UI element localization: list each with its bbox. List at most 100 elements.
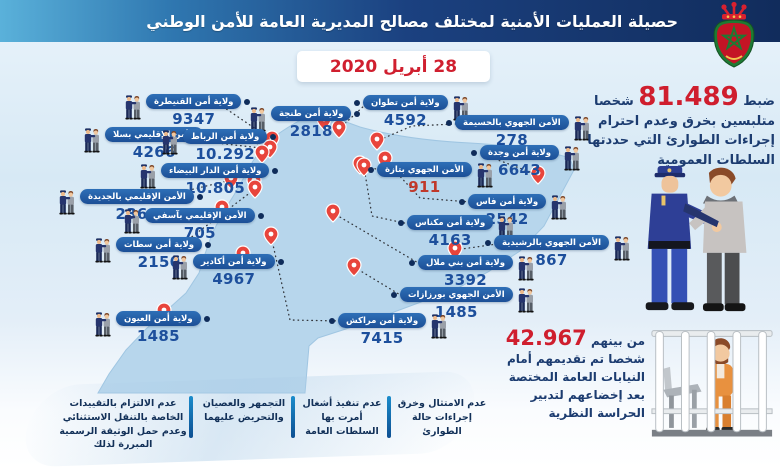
header-bar: حصيلة العمليات الأمنية لمختلف مصالح المد… [0, 0, 780, 42]
region-label: ولاية أمن سطات [116, 237, 203, 252]
police-arrest-icon [518, 288, 534, 313]
region-value: 4967 [212, 270, 256, 288]
region-label: ولاية أمن فاس [468, 194, 547, 209]
detainee-in-cell-illustration [651, 330, 773, 437]
date-box: 28 أبريل 2020 [297, 51, 490, 82]
region-label: الأمن الإقليمي بالجديدة [80, 189, 194, 204]
map-pin-icon [346, 257, 362, 277]
region-value: 867 [535, 251, 568, 269]
headline-text: شخصا متلبسين بخرق وعدم احترام إجراءات ال… [587, 94, 775, 168]
region-label: ولاية أمن الرباط [183, 129, 268, 144]
stat-sale: الأمن الإقليمي بسلا 4266 [82, 127, 204, 161]
stat-benimellal: ولاية أمن بني ملال 3392 [418, 255, 536, 289]
stat-kenitra: ولاية أمن القنيطرة 9347 [123, 94, 242, 128]
police-arrest-icon [172, 255, 188, 280]
region-label: الأمن الجهوي بتازة [377, 162, 472, 177]
footer-divider [387, 396, 391, 438]
map-pins [156, 111, 546, 322]
stat-meknes: ولاية أمن مكناس 4163 [407, 215, 516, 249]
stat-rabat: ولاية أمن الرباط 10.292 [160, 129, 268, 163]
dgsn-emblem-icon [713, 1, 755, 68]
stat-tetouan: ولاية أمن تطوان 4592 [363, 95, 471, 129]
region-value: 2542 [485, 210, 529, 228]
stat-taza: الأمن الجهوي بتازة 911 [377, 162, 495, 196]
region-label: الأمن الجهوي بالرشيدية [494, 235, 609, 250]
region-value: 4592 [383, 111, 427, 129]
region-value: 2818 [289, 122, 333, 140]
stat-alhoceima: الأمن الجهوي بالحسيمة 278 [455, 115, 592, 149]
region-value: 1485 [136, 327, 180, 345]
stat-tanger: ولاية أمن طنجة 2818 [248, 106, 352, 140]
region-value: 1485 [434, 303, 478, 321]
police-arrest-icon [95, 238, 111, 263]
police-arrest-icon [431, 314, 447, 339]
page-title: حصيلة العمليات الأمنية لمختلف مصالح المد… [146, 11, 678, 31]
report-date: 28 أبريل 2020 [329, 56, 458, 77]
stat-laayoune: ولاية أمن العيون 1485 [93, 311, 201, 345]
region-value: 9347 [172, 110, 216, 128]
footer-item-works-noncompliance: عدم تنفيذ أشغال أمرت بها السلطات العامة [302, 398, 382, 437]
footer-divider [291, 396, 295, 438]
region-label: الأمن الإقليمي بآسفي [145, 208, 255, 223]
region-value: 10.805 [185, 179, 246, 197]
police-arrest-icon [564, 146, 580, 171]
police-arrest-icon [162, 130, 178, 155]
stat-marrakech: ولاية أمن مراكش 7415 [338, 313, 449, 347]
region-label: ولاية أمن مكناس [407, 215, 494, 230]
region-value: 10.292 [195, 145, 255, 163]
footer-item-gathering-disobedience: التجمهر والعصيان والتحريض عليهما [202, 398, 286, 423]
region-label: ولاية أمن بني ملال [418, 255, 514, 270]
stat-settat: ولاية أمن سطات 2150 [93, 237, 203, 271]
police-arrest-icon [518, 256, 534, 281]
headline-arrests: ضبط 81.489 شخصا متلبسين بخرق وعدم احترام… [583, 84, 775, 170]
region-value: 2150 [137, 253, 181, 271]
map-pin-icon [530, 165, 546, 185]
region-label: ولاية أمن مراكش [338, 313, 427, 328]
stat-errachidia: الأمن الجهوي بالرشيدية 867 [494, 235, 632, 269]
stat-ouarzazate: الأمن الجهوي بورزازات 1485 [400, 287, 536, 321]
police-arrest-icon [551, 195, 567, 220]
map-pin-icon [369, 131, 385, 151]
headline-text: شخصا تم تقديمهم أمام النيابات العامة الم… [506, 352, 645, 420]
headline-prefix: من بينهم [590, 334, 645, 348]
map-pin-icon [325, 203, 341, 223]
police-arrest-icon [477, 163, 493, 188]
stat-casablanca: ولاية أمن الدار البيضاء 10.805 [138, 163, 270, 197]
region-label: الأمن الجهوي بورزازات [400, 287, 513, 302]
region-label: ولاية أمن الدار البيضاء [161, 163, 270, 178]
police-arrest-icon [84, 128, 100, 153]
headline-prosecuted: من بينهم 42.967 شخصا تم تقديمهم أمام الن… [487, 328, 645, 422]
map-pin-icon [356, 157, 372, 177]
region-label: ولاية أمن طنجة [271, 106, 352, 121]
region-value: 6643 [498, 161, 541, 179]
stat-agadir: ولاية أمن أكادير 4967 [170, 254, 275, 288]
region-label: الأمن الإقليمي بسلا [105, 127, 204, 142]
headline-number: 81.489 [638, 82, 739, 112]
region-value: 911 [408, 178, 441, 196]
region-label: ولاية أمن أكادير [193, 254, 275, 269]
region-value: 7415 [360, 329, 404, 347]
map-pin-icon [331, 119, 347, 139]
police-arrest-illustration [645, 165, 747, 312]
police-arrest-icon [95, 312, 111, 337]
region-label: ولاية أمن العيون [116, 311, 201, 326]
stat-oujda: ولاية أمن وجدة 6643 [480, 145, 582, 179]
region-label: الأمن الجهوي بالحسيمة [455, 115, 569, 130]
region-value: 3392 [444, 271, 487, 289]
footer-item-movement-restrictions: عدم الالتزام بالتقييدات الخاصة بالتنقل ا… [59, 398, 187, 451]
police-arrest-icon [140, 164, 156, 189]
region-label: ولاية أمن القنيطرة [146, 94, 242, 109]
region-label: ولاية أمن وجدة [480, 145, 560, 160]
headline-prefix: ضبط [743, 94, 775, 109]
map-pin-icon [247, 179, 263, 199]
police-arrest-icon [59, 190, 75, 215]
region-label: ولاية أمن تطوان [363, 95, 448, 110]
region-value: 4163 [428, 231, 472, 249]
headline-number: 42.967 [505, 326, 587, 350]
police-arrest-icon [125, 95, 141, 120]
footer-divider [189, 396, 193, 438]
map-pin-icon [263, 226, 279, 246]
police-arrest-icon [124, 209, 140, 234]
stat-fes: ولاية أمن فاس 2542 [468, 194, 569, 228]
